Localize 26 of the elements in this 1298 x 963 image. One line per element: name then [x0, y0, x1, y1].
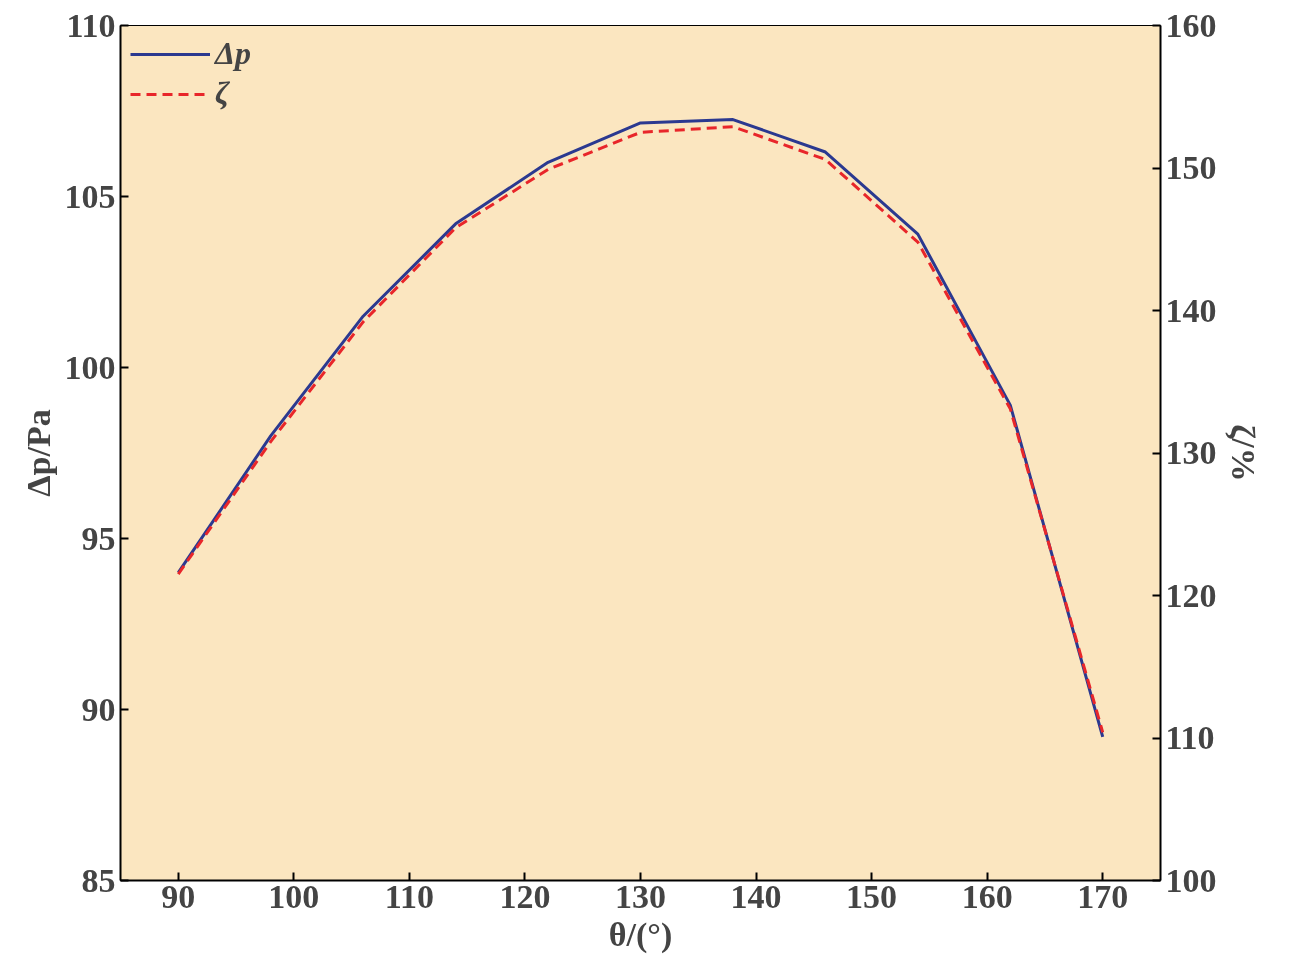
x-tick-label: 120	[499, 877, 551, 915]
y2-tick-label: 130	[1165, 434, 1217, 471]
x-tick-label: 90	[161, 877, 196, 915]
x-axis-title: θ/(°)	[608, 915, 673, 954]
y-tick-label: 85	[81, 861, 116, 899]
x-tick-label: 170	[1077, 877, 1129, 915]
y2-tick-label: 110	[1165, 719, 1215, 756]
legend-label: Δp	[215, 35, 252, 72]
legend-label: ζ	[215, 75, 231, 112]
y2-axis-title: ζ/%	[1224, 424, 1262, 482]
y-tick-label: 90	[81, 690, 116, 728]
x-tick-label: 140	[730, 877, 782, 915]
y-axis-title: Δp/Pa	[19, 409, 57, 497]
y-tick-label: 105	[64, 177, 116, 215]
y2-tick-label: 150	[1165, 149, 1217, 186]
y-tick-label: 100	[64, 348, 116, 386]
y2-tick-label: 140	[1165, 291, 1217, 329]
y2-tick-label: 120	[1165, 576, 1217, 614]
x-tick-label: 100	[268, 877, 320, 915]
x-tick-label: 110	[384, 877, 434, 915]
x-tick-label: 160	[961, 877, 1013, 915]
x-tick-label: 150	[846, 877, 898, 915]
y-tick-label: 95	[81, 519, 116, 557]
x-tick-label: 130	[615, 877, 666, 915]
y-tick-label: 110	[66, 6, 116, 44]
y2-tick-label: 160	[1165, 6, 1217, 44]
